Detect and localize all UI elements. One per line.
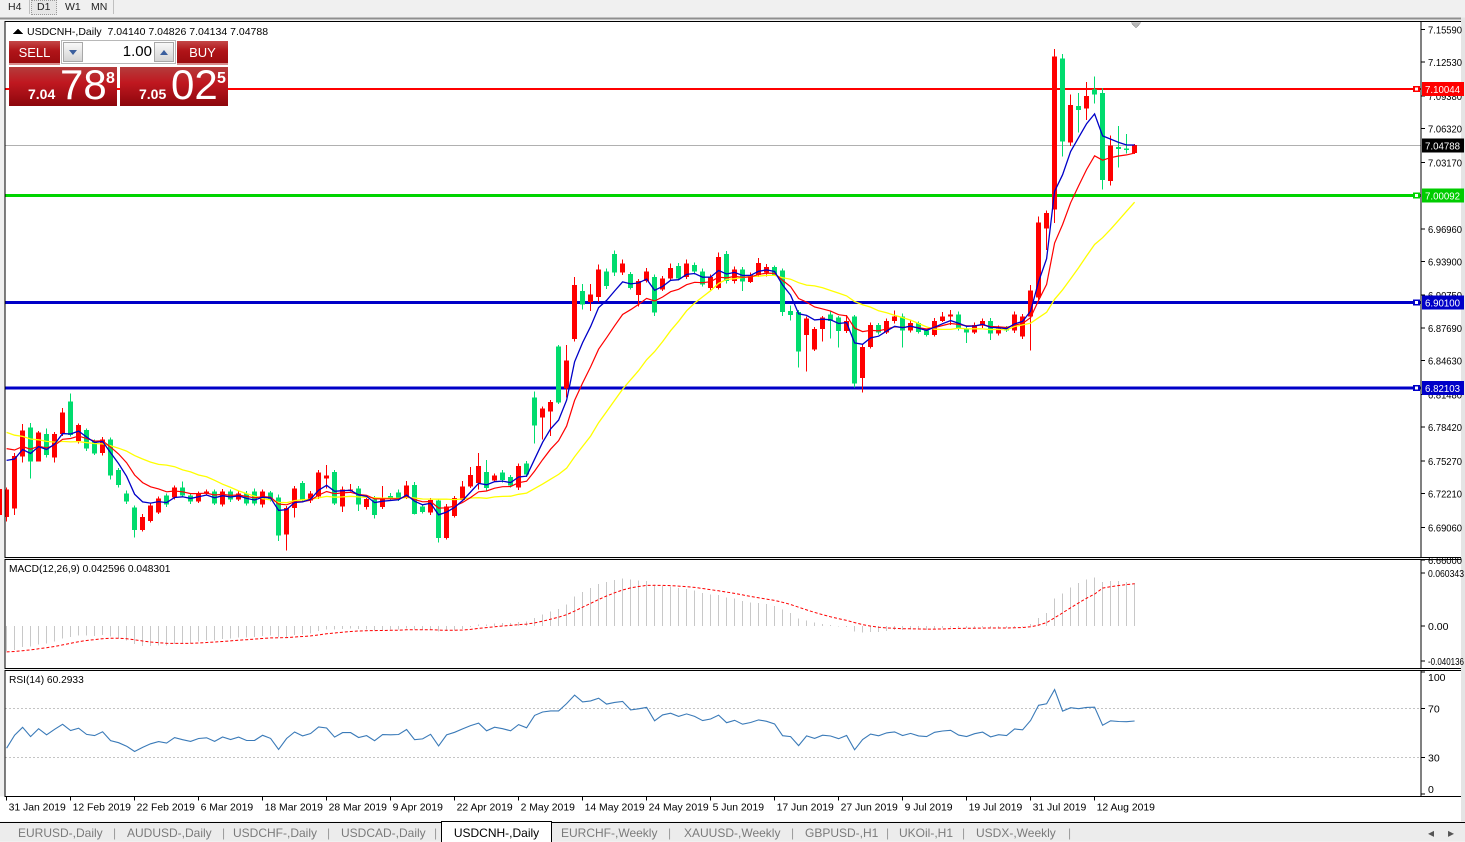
svg-text:6.69060: 6.69060: [1428, 522, 1462, 534]
svg-text:6.84630: 6.84630: [1428, 356, 1462, 368]
svg-text:27 Jun 2019: 27 Jun 2019: [841, 803, 898, 814]
svg-text:31 Jan 2019: 31 Jan 2019: [9, 803, 66, 814]
svg-text:7.04788: 7.04788: [1425, 141, 1460, 153]
svg-text:17 Jun 2019: 17 Jun 2019: [777, 803, 834, 814]
svg-text:7.06320: 7.06320: [1428, 124, 1462, 136]
svg-text:7.15590: 7.15590: [1428, 24, 1462, 36]
svg-text:6.75270: 6.75270: [1428, 456, 1462, 468]
svg-text:14 May 2019: 14 May 2019: [585, 803, 645, 814]
svg-text:2 May 2019: 2 May 2019: [521, 803, 576, 814]
svg-text:18 Mar 2019: 18 Mar 2019: [265, 803, 324, 814]
svg-text:9 Jul 2019: 9 Jul 2019: [905, 803, 953, 814]
svg-text:-0.040136: -0.040136: [1428, 656, 1464, 668]
svg-text:6.66000: 6.66000: [1428, 555, 1462, 567]
svg-text:6.72210: 6.72210: [1428, 489, 1462, 501]
svg-text:24 May 2019: 24 May 2019: [649, 803, 709, 814]
svg-text:7.12530: 7.12530: [1428, 57, 1462, 69]
svg-text:9 Apr 2019: 9 Apr 2019: [393, 803, 443, 814]
svg-text:7.03170: 7.03170: [1428, 157, 1462, 169]
svg-text:6.78420: 6.78420: [1428, 422, 1462, 434]
svg-text:7.00092: 7.00092: [1425, 191, 1460, 203]
svg-text:6 Mar 2019: 6 Mar 2019: [201, 803, 254, 814]
svg-text:100: 100: [1428, 672, 1446, 684]
svg-text:MACD(12,26,9) 0.042596 0.04830: MACD(12,26,9) 0.042596 0.048301: [9, 564, 171, 575]
svg-text:5 Jun 2019: 5 Jun 2019: [713, 803, 765, 814]
svg-text:6.87690: 6.87690: [1428, 323, 1462, 335]
svg-text:6.93900: 6.93900: [1428, 257, 1462, 269]
svg-text:30: 30: [1428, 753, 1440, 765]
svg-text:12 Feb 2019: 12 Feb 2019: [73, 803, 132, 814]
svg-text:70: 70: [1428, 704, 1440, 716]
svg-text:28 Mar 2019: 28 Mar 2019: [329, 803, 388, 814]
svg-text:0.00: 0.00: [1428, 621, 1449, 633]
svg-text:0.060343: 0.060343: [1428, 568, 1464, 580]
svg-text:22 Feb 2019: 22 Feb 2019: [137, 803, 196, 814]
svg-text:USDCNH-,Daily 7.04140 7.04826: USDCNH-,Daily 7.04140 7.04826 7.04134 7.…: [27, 26, 268, 38]
svg-text:6.82103: 6.82103: [1425, 383, 1460, 395]
svg-text:RSI(14) 60.2933: RSI(14) 60.2933: [9, 675, 84, 686]
svg-text:19 Jul 2019: 19 Jul 2019: [969, 803, 1023, 814]
svg-text:6.96960: 6.96960: [1428, 224, 1462, 236]
svg-text:22 Apr 2019: 22 Apr 2019: [457, 803, 513, 814]
svg-text:7.10044: 7.10044: [1425, 84, 1460, 96]
svg-text:31 Jul 2019: 31 Jul 2019: [1033, 803, 1087, 814]
svg-text:0: 0: [1428, 784, 1434, 796]
svg-text:6.90100: 6.90100: [1425, 298, 1460, 310]
svg-text:12 Aug 2019: 12 Aug 2019: [1097, 803, 1156, 814]
